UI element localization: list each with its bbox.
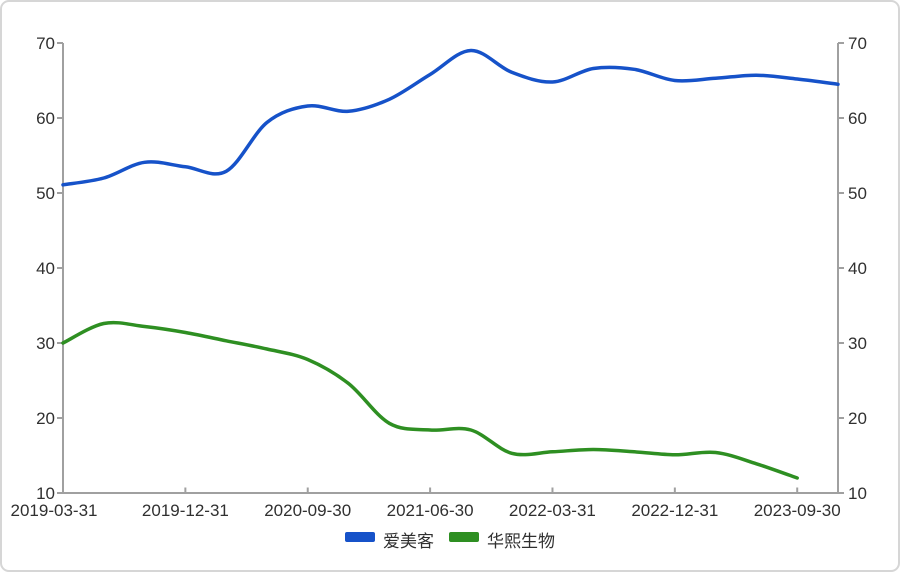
legend: 爱美客 华熙生物 [345,532,555,551]
y-tick-label-right: 40 [848,259,867,278]
series-line-aimeike [61,48,840,187]
y-tick-label-right: 60 [848,109,867,128]
y-tick-label-right: 50 [848,184,867,203]
legend-swatch-aimeike [345,532,375,542]
x-tick-label: 2021-06-30 [387,501,474,520]
y-tick-label-right: 70 [848,34,867,53]
x-tick-label: 2019-03-31 [11,501,98,520]
x-tick-label: 2022-03-31 [509,501,596,520]
x-tick-label: 2023-09-30 [754,501,841,520]
y-tick-label-right: 10 [848,484,867,503]
y-tick-label-left: 30 [36,334,55,353]
y-tick-label-left: 50 [36,184,55,203]
y-tick-label-right: 20 [848,409,867,428]
series-line-huaxi [61,320,799,480]
x-tick-label: 2022-12-31 [631,501,718,520]
legend-swatch-huaxi [449,532,479,542]
legend-label-aimeike: 爱美客 [383,532,434,551]
y-tick-label-left: 70 [36,34,55,53]
y-tick-label-left: 20 [36,409,55,428]
legend-label-huaxi: 华熙生物 [487,532,555,551]
x-tick-label: 2019-12-31 [142,501,229,520]
axis-ticks [57,42,844,494]
y-tick-label-left: 10 [36,484,55,503]
y-tick-label-right: 30 [848,334,867,353]
y-tick-label-left: 40 [36,259,55,278]
x-tick-label: 2020-09-30 [264,501,351,520]
y-tick-label-left: 60 [36,109,55,128]
